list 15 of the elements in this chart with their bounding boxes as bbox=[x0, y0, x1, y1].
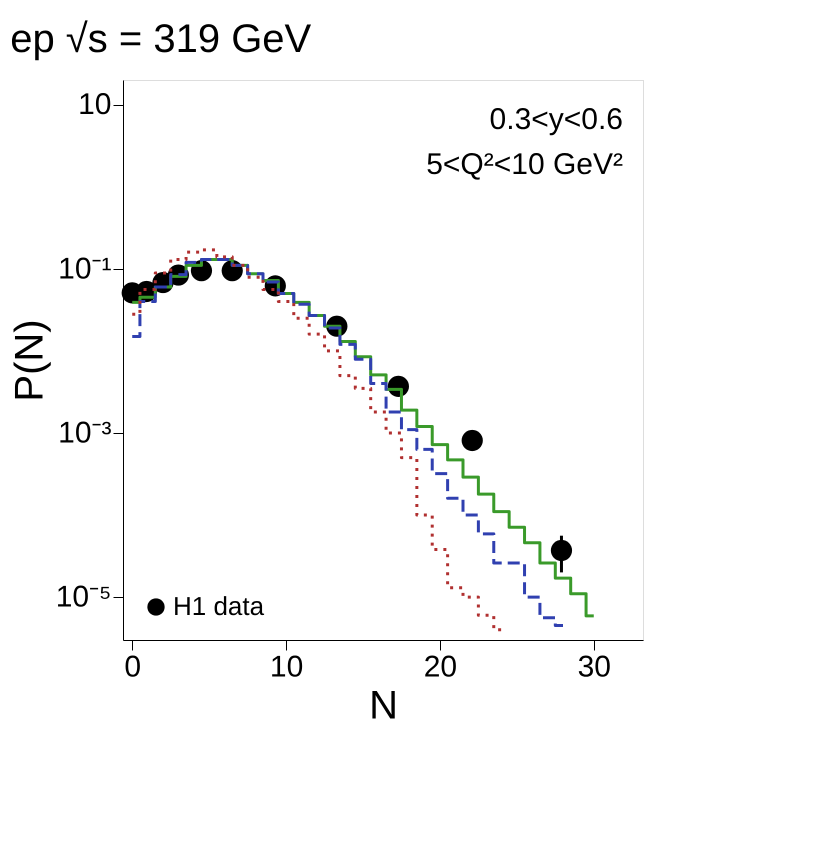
chart-title: ep √s = 319 GeV bbox=[10, 17, 312, 61]
legend-label: H1 data bbox=[173, 591, 265, 621]
y-tick-label: 10⁻¹ bbox=[58, 252, 112, 286]
y-tick-label: 10⁻⁵ bbox=[56, 580, 112, 614]
annotation: 0.3<y<0.6 bbox=[490, 103, 623, 136]
x-tick-label: 10 bbox=[270, 650, 304, 684]
x-tick-label: 30 bbox=[578, 650, 611, 684]
x-axis-title: N bbox=[369, 684, 398, 728]
x-tick-label: 0 bbox=[124, 650, 142, 684]
y-axis-title: P(N) bbox=[8, 319, 52, 402]
annotation: 5<Q²<10 GeV² bbox=[426, 148, 623, 181]
y-tick-label: 10⁻³ bbox=[58, 416, 112, 450]
point bbox=[462, 430, 483, 452]
y-tick-label: 10 bbox=[78, 88, 112, 122]
x-tick-label: 20 bbox=[424, 650, 458, 684]
